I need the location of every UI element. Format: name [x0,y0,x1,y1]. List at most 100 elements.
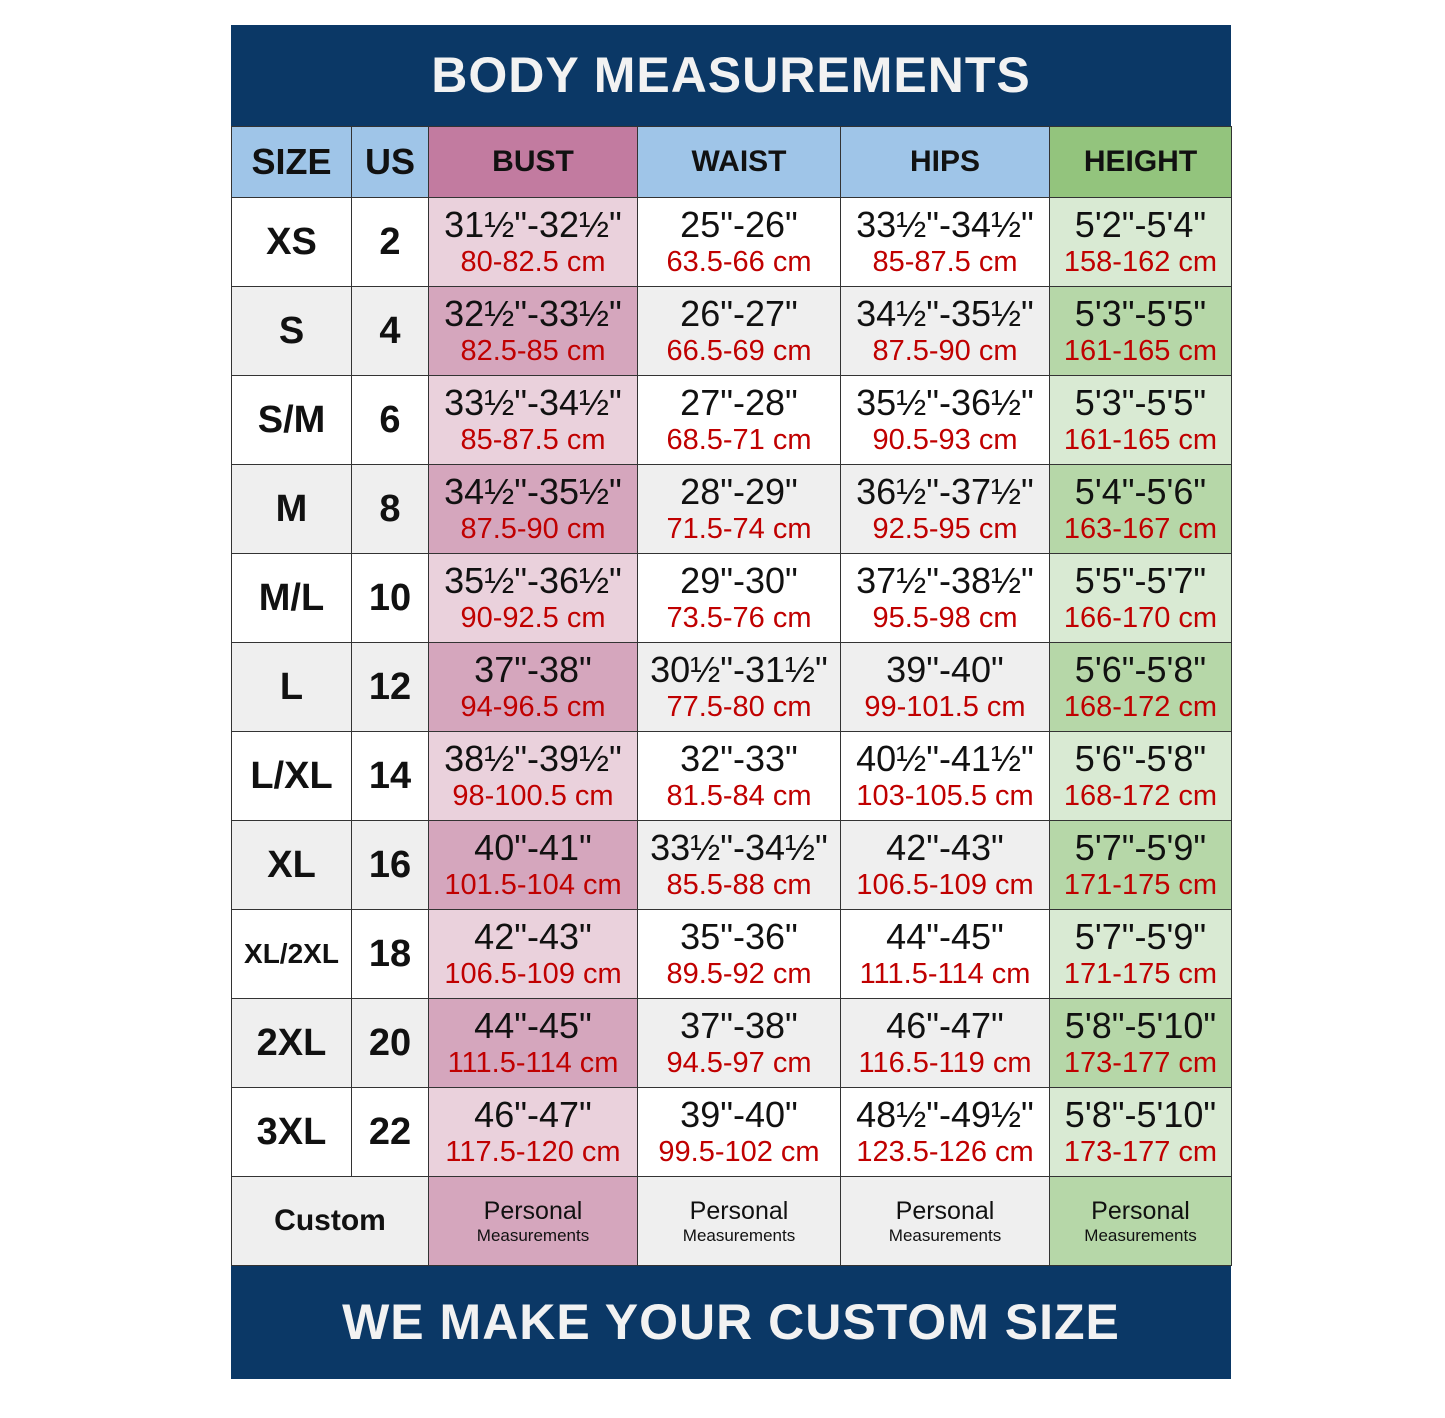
height-cell: 5'8"-5'10" 173-177 cm [1049,998,1232,1088]
bust-cm: 87.5-90 cm [460,513,606,545]
bust-cm: 85-87.5 cm [460,424,606,456]
bust-cell: 37"-38" 94-96.5 cm [428,642,638,732]
bust-inches: 38½"-39½" [444,738,622,779]
personal-text: Personal [1091,1196,1190,1225]
hips-cell: 35½"-36½" 90.5-93 cm [840,375,1050,465]
header-row: SIZE US BUST WAIST HIPS HEIGHT [231,126,1232,198]
height-inches: 5'3"-5'5" [1074,293,1207,334]
height-cell: 5'8"-5'10" 173-177 cm [1049,1087,1232,1177]
height-cm: 168-172 cm [1063,691,1218,723]
waist-cm: 89.5-92 cm [666,958,812,990]
waist-inches: 27"-28" [680,382,798,423]
bust-cell: 40"-41" 101.5-104 cm [428,820,638,910]
size-cell: L/XL [231,731,352,821]
table-row: L 12 37"-38" 94-96.5 cm 30½"-31½" 77.5-80 cm 3… [231,642,1232,732]
hips-inches: 33½"-34½" [856,204,1034,245]
bust-cm: 82.5-85 cm [460,335,606,367]
hips-inches: 48½"-49½" [856,1094,1034,1135]
table-row: M 8 34½"-35½" 87.5-90 cm 28"-29" 71.5-74 cm 36… [231,464,1232,554]
size-cell: XS [231,197,352,287]
bust-inches: 42"-43" [474,916,592,957]
bust-cm: 90-92.5 cm [460,602,606,634]
size-chart: BODY MEASUREMENTS SIZE US BUST WAIST HIP… [231,25,1232,1379]
hips-inches: 46"-47" [886,1005,1004,1046]
waist-cm: 63.5-66 cm [666,246,812,278]
personal-text: Personal [689,1196,789,1225]
custom-waist: Personal Measurements [637,1176,841,1266]
bust-cm: 101.5-104 cm [444,869,622,901]
bust-cm: 94-96.5 cm [460,691,606,723]
waist-cell: 32"-33" 81.5-84 cm [637,731,841,821]
hips-cell: 46"-47" 116.5-119 cm [840,998,1050,1088]
table-row: S 4 32½"-33½" 82.5-85 cm 26"-27" 66.5-69 cm 34… [231,286,1232,376]
hips-cell: 37½"-38½" 95.5-98 cm [840,553,1050,643]
hips-inches: 44"-45" [886,916,1004,957]
height-inches: 5'3"-5'5" [1074,382,1207,423]
size-cell: M [231,464,352,554]
table-row: XL/2XL 18 42"-43" 106.5-109 cm 35"-36" 89.5-9… [231,909,1232,999]
waist-cell: 29"-30" 73.5-76 cm [637,553,841,643]
bust-cm: 111.5-114 cm [447,1047,619,1079]
size-cell: 3XL [231,1087,352,1177]
hips-cm: 116.5-119 cm [858,1047,1032,1079]
height-cm: 171-175 cm [1063,958,1218,990]
hips-cell: 33½"-34½" 85-87.5 cm [840,197,1050,287]
table-row: 2XL 20 44"-45" 111.5-114 cm 37"-38" 94.5-97 c… [231,998,1232,1088]
hips-cm: 85-87.5 cm [872,246,1018,278]
table-row: XL 16 40"-41" 101.5-104 cm 33½"-34½" 85.5-88 … [231,820,1232,910]
waist-cm: 71.5-74 cm [666,513,812,545]
size-cell: 2XL [231,998,352,1088]
waist-inches: 26"-27" [680,293,798,334]
header-size: SIZE [231,126,352,198]
bust-cell: 31½"-32½" 80-82.5 cm [428,197,638,287]
waist-cm: 94.5-97 cm [666,1047,812,1079]
waist-inches: 30½"-31½" [650,649,828,690]
height-cm: 161-165 cm [1063,424,1218,456]
hips-cm: 123.5-126 cm [856,1136,1034,1168]
size-cell: S/M [231,375,352,465]
hips-inches: 37½"-38½" [856,560,1034,601]
size-cell: L [231,642,352,732]
height-cell: 5'2"-5'4" 158-162 cm [1049,197,1232,287]
bust-cell: 34½"-35½" 87.5-90 cm [428,464,638,554]
bust-inches: 33½"-34½" [444,382,622,423]
table-row: S/M 6 33½"-34½" 85-87.5 cm 27"-28" 68.5-71 cm… [231,375,1232,465]
height-cm: 168-172 cm [1063,780,1218,812]
us-size-cell: 10 [351,553,429,643]
us-size-cell: 20 [351,998,429,1088]
waist-cell: 33½"-34½" 85.5-88 cm [637,820,841,910]
size-cell: XL/2XL [231,909,352,999]
height-inches: 5'2"-5'4" [1074,204,1207,245]
waist-inches: 29"-30" [680,560,798,601]
hips-cm: 87.5-90 cm [872,335,1018,367]
header-us: US [351,126,429,198]
bust-cell: 38½"-39½" 98-100.5 cm [428,731,638,821]
height-inches: 5'5"-5'7" [1074,560,1207,601]
personal-text: Personal [483,1196,583,1225]
measurements-text: Measurements [476,1225,590,1245]
height-cell: 5'3"-5'5" 161-165 cm [1049,286,1232,376]
height-cell: 5'5"-5'7" 166-170 cm [1049,553,1232,643]
hips-cell: 34½"-35½" 87.5-90 cm [840,286,1050,376]
waist-cm: 99.5-102 cm [658,1136,820,1168]
size-cell: XL [231,820,352,910]
table-row: XS 2 31½"-32½" 80-82.5 cm 25"-26" 63.5-66 cm 3… [231,197,1232,287]
height-cm: 163-167 cm [1063,513,1218,545]
waist-cell: 35"-36" 89.5-92 cm [637,909,841,999]
bust-inches: 35½"-36½" [444,560,622,601]
hips-cell: 48½"-49½" 123.5-126 cm [840,1087,1050,1177]
table-row: M/L 10 35½"-36½" 90-92.5 cm 29"-30" 73.5-76 c… [231,553,1232,643]
waist-cm: 77.5-80 cm [666,691,812,723]
hips-cm: 111.5-114 cm [859,958,1031,990]
us-size-cell: 12 [351,642,429,732]
height-inches: 5'8"-5'10" [1064,1005,1217,1046]
custom-hips: Personal Measurements [840,1176,1050,1266]
height-inches: 5'6"-5'8" [1074,649,1207,690]
hips-inches: 42"-43" [886,827,1004,868]
table-row: L/XL 14 38½"-39½" 98-100.5 cm 32"-33" 81.5-84… [231,731,1232,821]
hips-cm: 106.5-109 cm [856,869,1034,901]
bust-inches: 31½"-32½" [444,204,622,245]
waist-cell: 25"-26" 63.5-66 cm [637,197,841,287]
waist-cell: 27"-28" 68.5-71 cm [637,375,841,465]
waist-cell: 26"-27" 66.5-69 cm [637,286,841,376]
